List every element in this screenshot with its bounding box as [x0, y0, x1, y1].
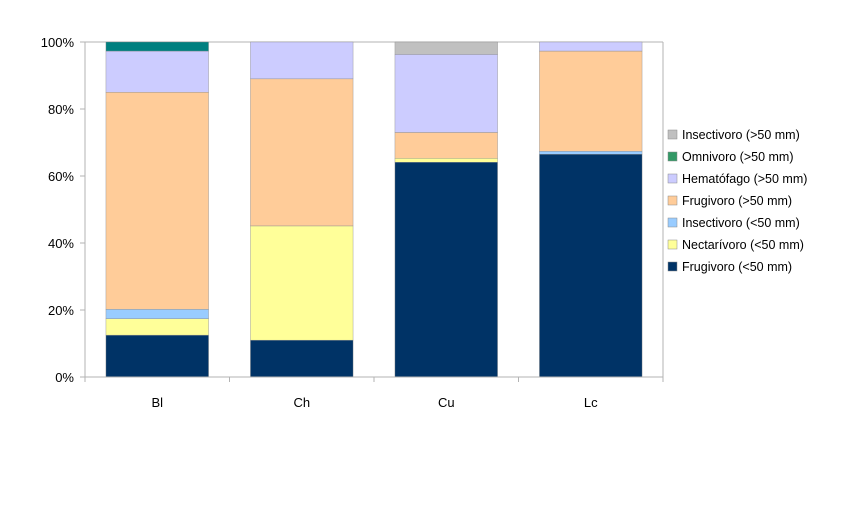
bar-segment	[105, 41, 209, 52]
x-tick-label: Cu	[438, 395, 455, 410]
bar-segment	[250, 225, 354, 341]
legend-swatch	[667, 195, 678, 206]
bar-segment	[539, 41, 643, 52]
bar-segment	[105, 92, 209, 310]
legend-label: Insectivoro (>50 mm)	[682, 128, 800, 142]
legend-label: Omnivoro (>50 mm)	[682, 150, 793, 164]
legend: Insectivoro (>50 mm) Omnivoro (>50 mm) Hem…	[667, 128, 807, 274]
bar-segment	[105, 309, 209, 319]
bar-segment	[394, 132, 498, 159]
legend-swatch	[667, 129, 678, 140]
y-tick-label: 40%	[48, 236, 74, 251]
legend-swatch	[667, 239, 678, 250]
bar-segment	[394, 158, 498, 163]
bar-segment	[539, 50, 643, 152]
bar-segment	[105, 318, 209, 336]
legend-label: Frugivoro (<50 mm)	[682, 260, 792, 274]
y-tick-label: 60%	[48, 169, 74, 184]
bar-segment	[250, 339, 354, 378]
legend-swatch	[667, 173, 678, 184]
legend-swatch	[667, 217, 678, 228]
axes: Bl Ch Cu Lc 0% 20% 40% 60% 80% 100%	[41, 35, 664, 410]
y-tick-label: 0%	[55, 370, 74, 385]
bar-segment	[250, 78, 354, 227]
bar-segment	[250, 41, 354, 80]
x-tick-label: Ch	[293, 395, 310, 410]
bar-segment	[105, 50, 209, 93]
bar-segment	[539, 154, 643, 378]
bars	[105, 41, 643, 378]
x-tick-label: Lc	[584, 395, 598, 410]
legend-swatch	[667, 151, 678, 162]
bar-segment	[394, 54, 498, 133]
legend-label: Hematófago (>50 mm)	[682, 172, 807, 186]
legend-label: Insectivoro (<50 mm)	[682, 216, 800, 230]
bar-segment	[394, 162, 498, 378]
legend-swatch	[667, 261, 678, 272]
bar-segment	[105, 334, 209, 378]
bar-segment	[394, 41, 498, 55]
legend-label: Frugivoro (>50 mm)	[682, 194, 792, 208]
y-tick-label: 80%	[48, 102, 74, 117]
legend-label: Nectarívoro (<50 mm)	[682, 238, 804, 252]
y-tick-label: 100%	[41, 35, 75, 50]
x-tick-label: Bl	[151, 395, 163, 410]
bar-segment	[539, 151, 643, 155]
y-tick-label: 20%	[48, 303, 74, 318]
